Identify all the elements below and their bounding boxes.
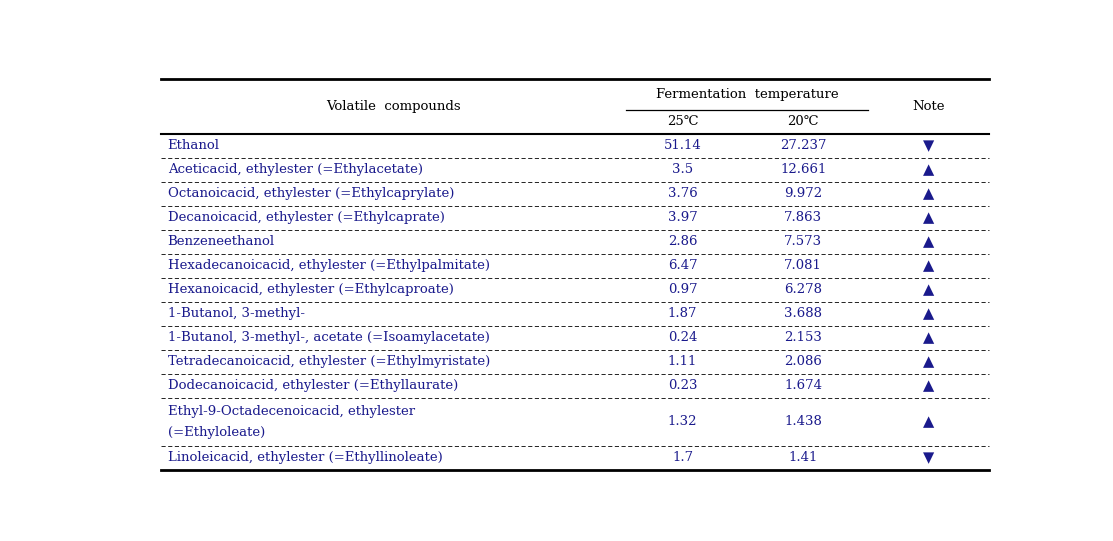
Text: 2.86: 2.86 <box>668 235 698 248</box>
Text: 6.278: 6.278 <box>785 283 823 296</box>
Text: 3.688: 3.688 <box>785 307 823 320</box>
Text: Tetradecanoicacid, ethylester (=Ethylmyristate): Tetradecanoicacid, ethylester (=Ethylmyr… <box>168 355 490 368</box>
Text: 51.14: 51.14 <box>663 140 701 153</box>
Text: Linoleicacid, ethylester (=Ethyllinoleate): Linoleicacid, ethylester (=Ethyllinoleat… <box>168 451 442 464</box>
Text: 7.573: 7.573 <box>785 235 823 248</box>
Text: 2.153: 2.153 <box>785 331 823 345</box>
Text: 3.97: 3.97 <box>668 212 698 225</box>
Text: ▼: ▼ <box>923 451 934 465</box>
Text: 0.97: 0.97 <box>668 283 698 296</box>
Text: Decanoicacid, ethylester (=Ethylcaprate): Decanoicacid, ethylester (=Ethylcaprate) <box>168 212 444 225</box>
Text: 12.661: 12.661 <box>780 163 827 176</box>
Text: Note: Note <box>913 100 945 113</box>
Text: ▲: ▲ <box>923 331 934 345</box>
Text: 3.5: 3.5 <box>672 163 693 176</box>
Text: Ethanol: Ethanol <box>168 140 219 153</box>
Text: 20℃: 20℃ <box>788 115 819 128</box>
Text: Dodecanoicacid, ethylester (=Ethyllaurate): Dodecanoicacid, ethylester (=Ethyllaurat… <box>168 379 457 392</box>
Text: 2.086: 2.086 <box>785 355 823 368</box>
Text: 1.32: 1.32 <box>668 415 698 428</box>
Text: ▼: ▼ <box>923 139 934 153</box>
Text: Hexanoicacid, ethylester (=Ethylcaproate): Hexanoicacid, ethylester (=Ethylcaproate… <box>168 283 453 296</box>
Text: ▲: ▲ <box>923 379 934 393</box>
Text: 1.87: 1.87 <box>668 307 698 320</box>
Text: Hexadecanoicacid, ethylester (=Ethylpalmitate): Hexadecanoicacid, ethylester (=Ethylpalm… <box>168 259 490 272</box>
Text: ▲: ▲ <box>923 307 934 321</box>
Text: ▲: ▲ <box>923 211 934 225</box>
Text: 0.24: 0.24 <box>668 331 697 345</box>
Text: (=Ethyloleate): (=Ethyloleate) <box>168 426 265 439</box>
Text: Fermentation  temperature: Fermentation temperature <box>656 88 838 101</box>
Text: 1.11: 1.11 <box>668 355 697 368</box>
Text: ▲: ▲ <box>923 355 934 369</box>
Text: 6.47: 6.47 <box>668 259 698 272</box>
Text: 1-Butanol, 3-methyl-, acetate (=Isoamylacetate): 1-Butanol, 3-methyl-, acetate (=Isoamyla… <box>168 331 490 345</box>
Text: Aceticacid, ethylester (=Ethylacetate): Aceticacid, ethylester (=Ethylacetate) <box>168 163 423 176</box>
Text: ▲: ▲ <box>923 235 934 249</box>
Text: Octanoicacid, ethylester (=Ethylcaprylate): Octanoicacid, ethylester (=Ethylcaprylat… <box>168 187 454 200</box>
Text: Benzeneethanol: Benzeneethanol <box>168 235 275 248</box>
Text: ▲: ▲ <box>923 163 934 177</box>
Text: ▲: ▲ <box>923 187 934 201</box>
Text: ▲: ▲ <box>923 259 934 273</box>
Text: 27.237: 27.237 <box>780 140 827 153</box>
Text: 1.674: 1.674 <box>785 379 823 392</box>
Text: 1.7: 1.7 <box>672 451 693 464</box>
Text: ▲: ▲ <box>923 415 934 429</box>
Text: 3.76: 3.76 <box>668 187 698 200</box>
Text: 9.972: 9.972 <box>785 187 823 200</box>
Text: 1.438: 1.438 <box>785 415 823 428</box>
Text: 1.41: 1.41 <box>789 451 818 464</box>
Text: 25℃: 25℃ <box>667 115 698 128</box>
Text: ▲: ▲ <box>923 283 934 297</box>
Text: 7.863: 7.863 <box>785 212 823 225</box>
Text: 7.081: 7.081 <box>785 259 823 272</box>
Text: Ethyl-9-Octadecenoicacid, ethylester: Ethyl-9-Octadecenoicacid, ethylester <box>168 405 415 418</box>
Text: 0.23: 0.23 <box>668 379 698 392</box>
Text: 1-Butanol, 3-methyl-: 1-Butanol, 3-methyl- <box>168 307 305 320</box>
Text: Volatile  compounds: Volatile compounds <box>326 100 461 113</box>
